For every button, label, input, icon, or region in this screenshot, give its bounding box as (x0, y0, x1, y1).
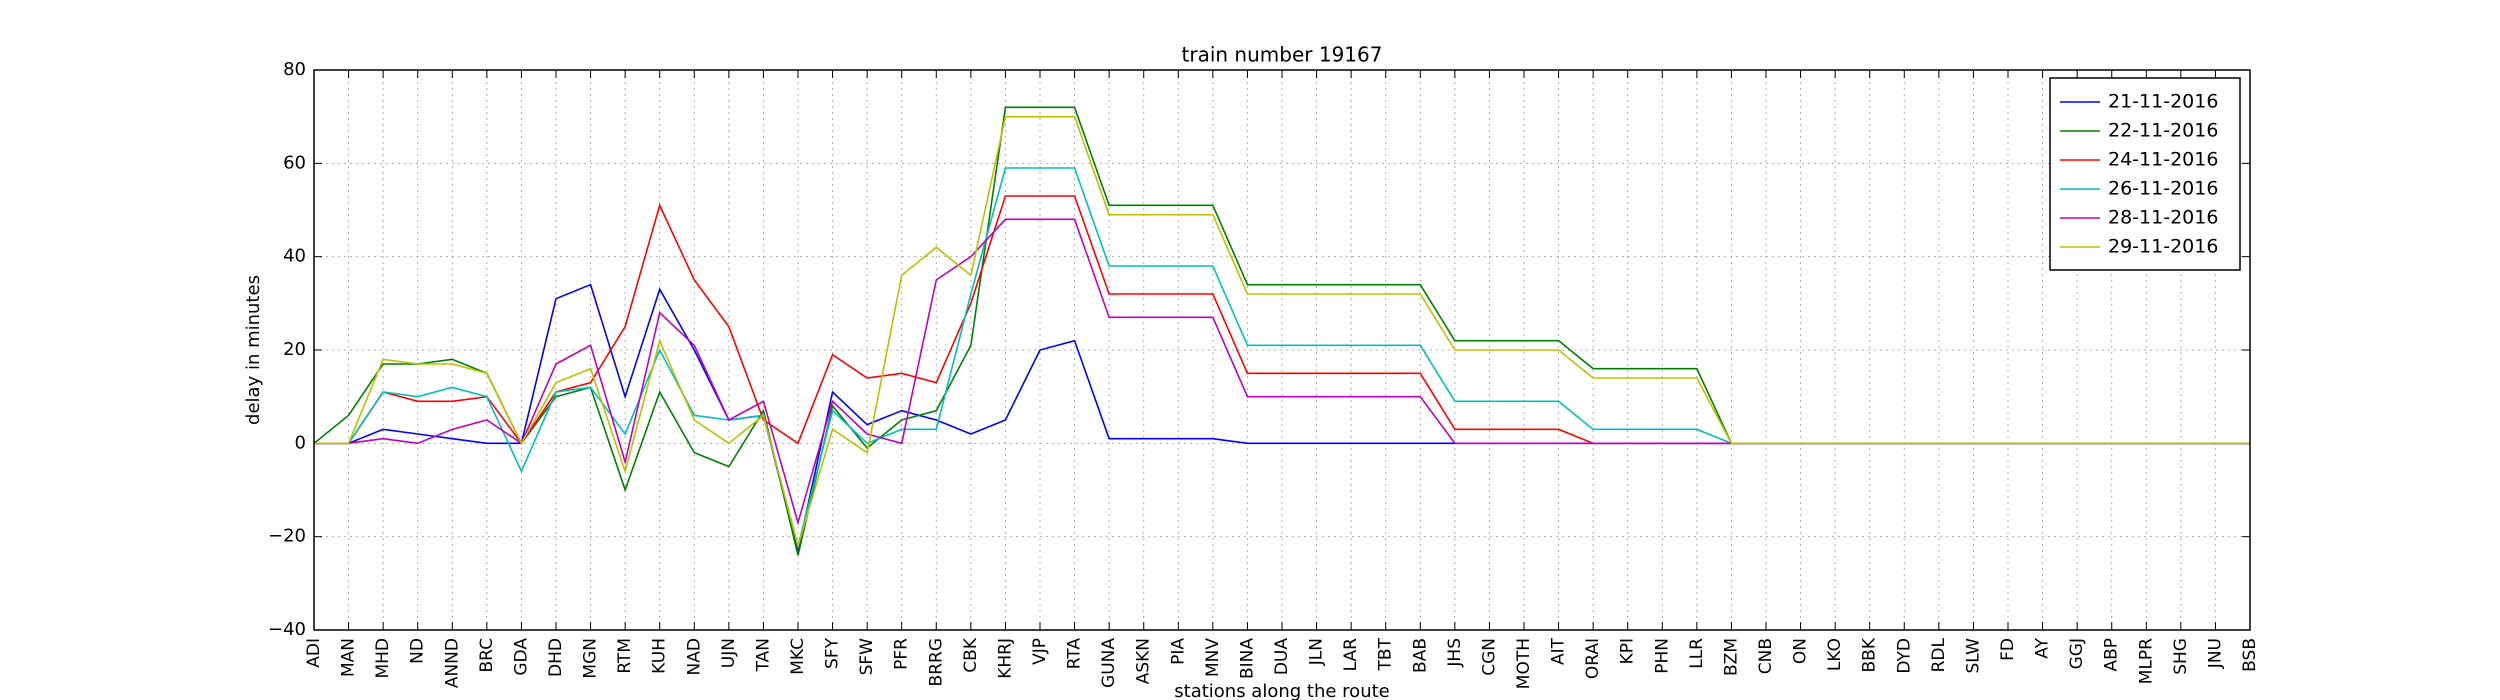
x-tick-label: BRRG (926, 638, 946, 686)
x-tick-label: BAB (1410, 638, 1430, 673)
x-tick-label: AY (2033, 637, 2053, 658)
x-tick-label: CBK (961, 637, 981, 673)
x-tick-label: BRC (477, 638, 497, 673)
legend-box (2049, 77, 2241, 271)
x-tick-label: KUH (650, 638, 670, 674)
x-tick-label: ON (1791, 638, 1811, 664)
legend-label: 29-11-2016 (2108, 236, 2218, 258)
x-tick-label: PIA (1168, 638, 1188, 665)
x-tick-label: KHRJ (995, 638, 1015, 679)
y-tick-label: 0 (295, 432, 306, 453)
x-tick-label: BSB (2240, 638, 2260, 672)
legend-label: 28-11-2016 (2108, 207, 2218, 229)
x-tick-label: ORAI (1583, 638, 1603, 679)
x-tick-label: RDL (1929, 637, 1949, 672)
x-tick-label: SLW (1963, 638, 1983, 674)
x-tick-label: DHD (546, 638, 566, 677)
x-tick-label: MAN (339, 638, 359, 677)
x-tick-label: SHG (2171, 638, 2191, 675)
legend-label: 22-11-2016 (2108, 120, 2218, 142)
x-tick-label: MKC (788, 638, 808, 675)
x-tick-label: UJN (719, 638, 739, 668)
x-tick-label: LKO (1825, 638, 1845, 671)
x-tick-label: RTA (1065, 638, 1085, 670)
x-tick-label: MGN (581, 638, 601, 679)
x-axis-label: stations along the route (1174, 681, 1389, 700)
y-tick-label: 60 (283, 152, 306, 173)
x-tick-label: MLPR (2136, 638, 2156, 684)
y-axis-label: delay in minutes (243, 275, 264, 425)
y-tick-label: 20 (283, 339, 306, 360)
x-tick-label: LLR (1687, 638, 1707, 669)
x-tick-label: DUA (1272, 638, 1292, 676)
x-tick-label: JLN (1307, 638, 1327, 666)
x-tick-label: MOTH (1514, 638, 1534, 689)
x-tick-label: BZM (1721, 638, 1741, 676)
x-tick-label: BINA (1237, 638, 1257, 679)
x-tick-label: GGJ (2067, 638, 2087, 669)
x-tick-label: AIT (1549, 637, 1569, 665)
x-tick-label: JNU (2205, 638, 2225, 669)
x-tick-label: ANND (442, 638, 462, 688)
x-tick-label: RTM (615, 638, 635, 674)
legend-label: 24-11-2016 (2108, 149, 2218, 171)
x-tick-label: ADI (304, 638, 324, 668)
x-tick-label: CNB (1756, 638, 1776, 674)
legend-label: 26-11-2016 (2108, 178, 2218, 200)
x-tick-label: PHN (1652, 638, 1672, 674)
x-tick-label: TBT (1376, 637, 1396, 671)
x-tick-label: NAD (684, 638, 704, 675)
x-tick-label: SFY (823, 637, 843, 669)
x-tick-label: LAR (1341, 638, 1361, 671)
x-tick-label: ABP (2102, 638, 2122, 672)
x-tick-label: VJP (1030, 638, 1050, 665)
y-tick-label: −20 (268, 526, 306, 547)
x-tick-label: MNV (1203, 638, 1223, 677)
series-line (314, 115, 2250, 549)
x-tick-label: MHD (373, 638, 393, 679)
x-tick-label: GDA (511, 638, 531, 676)
x-tick-label: FD (1998, 638, 2018, 661)
x-tick-label: DYD (1894, 638, 1914, 674)
y-tick-label: 80 (283, 59, 306, 80)
x-tick-label: SFW (857, 638, 877, 676)
x-tick-label: JHS (1445, 638, 1465, 668)
y-tick-label: −40 (268, 619, 306, 640)
x-tick-label: TAN (753, 638, 773, 672)
x-tick-label: GUNA (1099, 638, 1119, 688)
x-tick-label: PFR (892, 638, 912, 670)
x-tick-label: BBK (1860, 637, 1880, 672)
x-tick-label: CGN (1479, 638, 1499, 676)
y-tick-label: 40 (283, 246, 306, 267)
plot-frame (313, 69, 2251, 631)
chart-title: train number 19167 (1182, 43, 1383, 67)
x-tick-label: KPI (1618, 638, 1638, 664)
legend-label: 21-11-2016 (2108, 91, 2218, 113)
x-tick-label: ND (408, 638, 428, 664)
x-tick-label: ASKN (1134, 638, 1154, 684)
